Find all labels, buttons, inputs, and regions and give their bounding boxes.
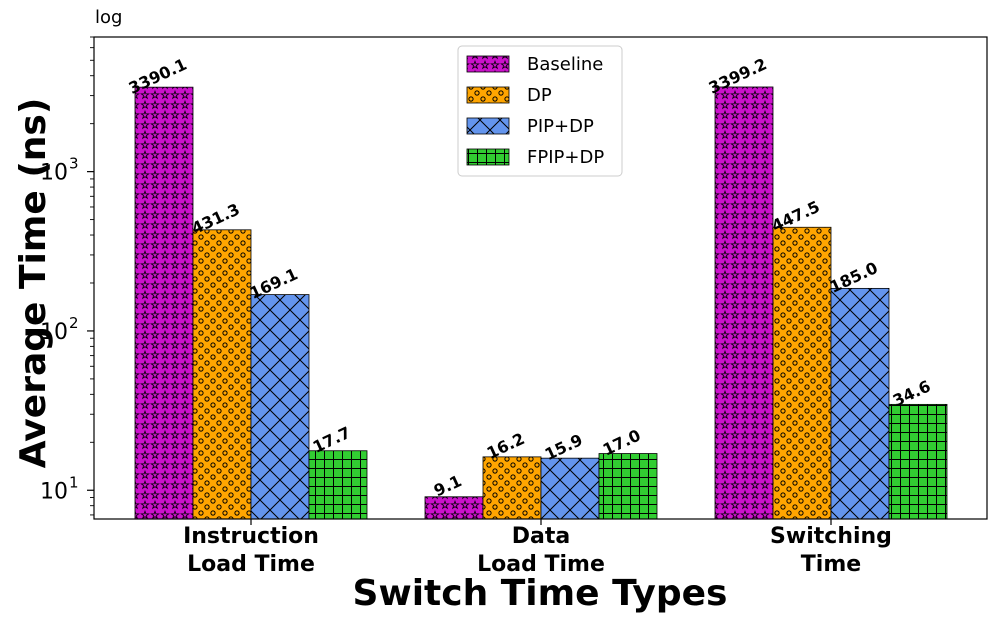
x-axis-ticks: Instruction Load Time Data Load Time Switchi… — [183, 519, 892, 577]
y-tick-label: 10 — [40, 320, 68, 345]
legend-swatch-fpip-dp — [466, 148, 510, 166]
bar-fpip-dp-2 — [598, 453, 658, 520]
x-category-label-3-line-1: Switching — [770, 524, 892, 549]
y-tick-label: 10 — [40, 161, 68, 186]
legend-label-fpip-dp: FPIP+DP — [527, 147, 604, 168]
bar-dp-2 — [482, 456, 542, 520]
y-tick-label: 10 — [40, 479, 68, 504]
bar-pip-dp-3 — [830, 287, 890, 520]
legend: Baseline DP PIP+DP FPIP+DP — [457, 45, 623, 177]
legend-box — [457, 45, 623, 177]
bar-dp-3 — [772, 226, 832, 520]
bars-group — [134, 86, 948, 520]
y-tick-exponent: 3 — [69, 155, 79, 173]
x-category-label-2-line-1: Data — [512, 524, 570, 549]
bar-baseline-3 — [714, 86, 774, 520]
y-tick-exponent: 1 — [69, 473, 79, 491]
y-tick-exponent: 2 — [69, 314, 79, 332]
legend-swatch-baseline — [466, 55, 510, 73]
legend-label-pip-dp: PIP+DP — [527, 116, 594, 137]
bar-baseline-1 — [134, 86, 194, 520]
legend-swatch-pip-dp — [466, 117, 510, 135]
bar-baseline-2 — [424, 496, 484, 520]
bar-fpip-dp-3 — [888, 403, 948, 520]
x-category-label-3-line-2: Time — [801, 552, 861, 577]
bar-pip-dp-1 — [250, 294, 310, 520]
bar-pip-dp-2 — [540, 457, 600, 520]
legend-swatch-dp — [466, 86, 510, 104]
bar-fpip-dp-1 — [308, 450, 368, 520]
x-category-label-1-line-1: Instruction — [183, 524, 319, 549]
bar-dp-1 — [192, 229, 252, 520]
x-category-label-1-line-2: Load Time — [187, 552, 315, 577]
y-scale-note: log — [95, 7, 122, 28]
y-axis-title: Average Time (ns) — [13, 98, 54, 469]
x-category-label-2-line-2: Load Time — [477, 552, 605, 577]
legend-label-dp: DP — [527, 85, 552, 106]
data-label-baseline-2: 9.1 — [431, 471, 465, 500]
legend-label-baseline: Baseline — [527, 54, 603, 75]
x-axis-title: Switch Time Types — [353, 573, 728, 614]
